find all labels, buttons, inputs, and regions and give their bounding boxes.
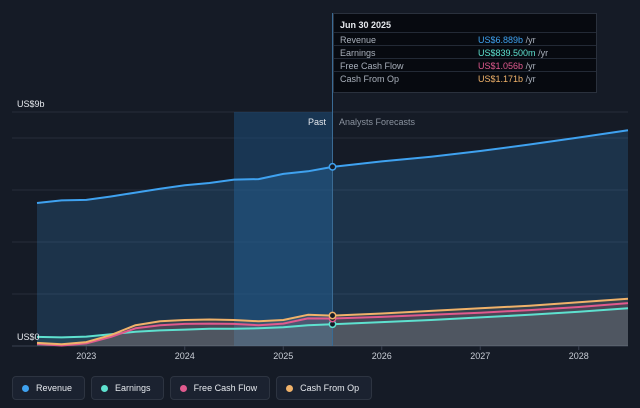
x-tick-label: 2027 [470, 351, 490, 361]
legend-dot [286, 384, 294, 392]
legend-item-free-cash-flow[interactable]: Free Cash Flow [169, 376, 271, 400]
series-markers [328, 162, 337, 329]
cash-from-op-marker [328, 311, 337, 320]
tooltip-row-fcf: Free Cash Flow US$1.056b /yr [334, 58, 596, 72]
legend-dot [101, 384, 109, 392]
tooltip-date: Jun 30 2025 [340, 20, 392, 30]
past-label: Past [308, 117, 327, 127]
legend-item-revenue[interactable]: Revenue [12, 376, 86, 400]
legend-dot [179, 384, 187, 392]
legend-label: Free Cash Flow [193, 383, 258, 393]
tooltip-value: US$1.056b /yr [478, 61, 536, 71]
tooltip-label: Revenue [340, 35, 377, 45]
legend-label: Revenue [36, 383, 73, 393]
x-tick-label: 2025 [273, 351, 293, 361]
tooltip-row-cfo: Cash From Op US$1.171b /yr [334, 71, 596, 85]
legend-label: Cash From Op [300, 383, 360, 393]
cash-from-op-line [36, 297, 629, 346]
y-axis-bottom-label: US$0 [17, 332, 40, 342]
tooltip-value: US$1.171b /yr [478, 74, 536, 84]
x-tick-label: 2026 [372, 351, 392, 361]
legend-item-earnings[interactable]: Earnings [91, 376, 164, 400]
tooltip-row-revenue: Revenue US$6.889b /yr [334, 32, 596, 46]
x-tick-label: 2023 [76, 351, 96, 361]
x-axis-ticks: 2023 2024 2025 2026 2027 2028 [76, 346, 589, 361]
y-axis-top-label: US$9b [17, 99, 45, 109]
series-lines [36, 129, 629, 347]
tooltip-value: US$839.500m /yr [478, 48, 549, 58]
tooltip-label: Earnings [340, 48, 376, 58]
forecast-label: Analysts Forecasts [339, 117, 416, 127]
tooltip: Jun 30 2025 Revenue US$6.889b /yr Earnin… [333, 13, 597, 93]
tooltip-label: Cash From Op [340, 74, 400, 84]
tooltip-label: Free Cash Flow [340, 61, 404, 71]
x-tick-label: 2024 [175, 351, 195, 361]
free-cash-flow-line [36, 302, 629, 347]
tooltip-row-earnings: Earnings US$839.500m /yr [334, 45, 596, 59]
revenue-line [36, 129, 629, 204]
legend: Revenue Earnings Free Cash Flow Cash Fro… [12, 376, 373, 400]
tooltip-value: US$6.889b /yr [478, 35, 536, 45]
revenue-marker [328, 162, 337, 171]
legend-item-cash-from-op[interactable]: Cash From Op [276, 376, 373, 400]
legend-label: Earnings [115, 383, 151, 393]
legend-dot [22, 384, 29, 392]
past-region-shade [234, 112, 333, 346]
x-tick-label: 2028 [569, 351, 589, 361]
